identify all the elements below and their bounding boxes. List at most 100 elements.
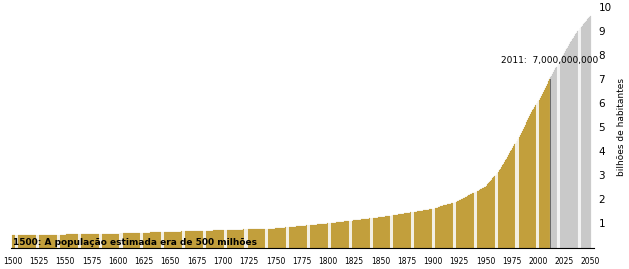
Bar bbox=[574, 36, 575, 247]
Bar bbox=[468, 196, 469, 247]
Bar bbox=[529, 116, 530, 247]
Bar bbox=[488, 183, 489, 247]
Bar bbox=[418, 211, 419, 247]
Bar bbox=[171, 232, 172, 247]
Bar bbox=[262, 229, 264, 247]
Bar bbox=[541, 96, 542, 247]
Bar bbox=[190, 231, 191, 247]
Bar bbox=[264, 229, 265, 247]
Bar bbox=[370, 218, 372, 247]
Bar bbox=[89, 234, 90, 247]
Bar bbox=[414, 212, 415, 247]
Bar bbox=[508, 155, 509, 247]
Bar bbox=[143, 233, 145, 247]
Bar bbox=[278, 228, 279, 247]
Bar bbox=[107, 234, 108, 247]
Bar bbox=[337, 222, 338, 247]
Bar bbox=[67, 235, 68, 247]
Text: 2011:  7,000,000,000: 2011: 7,000,000,000 bbox=[501, 56, 599, 65]
Bar bbox=[566, 49, 567, 247]
Bar bbox=[270, 229, 272, 247]
Bar bbox=[509, 153, 510, 247]
Bar bbox=[236, 230, 237, 247]
Bar bbox=[294, 227, 295, 247]
Bar bbox=[35, 235, 36, 247]
Bar bbox=[464, 198, 465, 247]
Bar bbox=[409, 213, 410, 247]
Bar bbox=[363, 219, 364, 247]
Bar bbox=[93, 234, 94, 247]
Bar bbox=[572, 39, 573, 247]
Bar bbox=[229, 230, 230, 247]
Bar bbox=[342, 222, 343, 247]
Bar bbox=[424, 210, 425, 247]
Bar bbox=[427, 210, 428, 247]
Bar bbox=[261, 229, 262, 247]
Bar bbox=[587, 19, 588, 247]
Bar bbox=[365, 219, 366, 247]
Bar bbox=[312, 225, 313, 247]
Bar bbox=[403, 214, 404, 247]
Bar bbox=[63, 235, 64, 247]
Bar bbox=[358, 220, 359, 247]
Bar bbox=[49, 235, 50, 247]
Bar bbox=[106, 234, 107, 247]
Bar bbox=[525, 125, 526, 247]
Bar bbox=[121, 233, 123, 247]
Bar bbox=[279, 228, 280, 247]
Bar bbox=[504, 162, 505, 247]
Bar bbox=[569, 44, 570, 247]
Bar bbox=[589, 17, 590, 247]
Bar bbox=[293, 227, 294, 247]
Bar bbox=[114, 233, 115, 247]
Bar bbox=[319, 224, 320, 247]
Bar bbox=[239, 230, 240, 247]
Bar bbox=[282, 228, 283, 247]
Bar bbox=[52, 235, 53, 247]
Bar bbox=[486, 186, 487, 247]
Bar bbox=[273, 229, 274, 247]
Bar bbox=[544, 90, 545, 247]
Y-axis label: bilhões de habitantes: bilhões de habitantes bbox=[617, 78, 626, 176]
Bar bbox=[69, 234, 70, 247]
Bar bbox=[576, 33, 577, 247]
Bar bbox=[217, 230, 218, 247]
Bar bbox=[362, 219, 363, 247]
Bar bbox=[46, 235, 47, 247]
Bar bbox=[233, 230, 234, 247]
Bar bbox=[42, 235, 43, 247]
Bar bbox=[323, 224, 324, 247]
Bar bbox=[372, 218, 374, 247]
Bar bbox=[157, 232, 159, 247]
Bar bbox=[175, 232, 176, 247]
Bar bbox=[440, 206, 441, 247]
Bar bbox=[586, 21, 587, 247]
Bar bbox=[567, 48, 568, 247]
Bar bbox=[160, 232, 162, 247]
Bar bbox=[487, 185, 488, 247]
Bar bbox=[94, 234, 95, 247]
Bar bbox=[256, 229, 257, 247]
Bar bbox=[130, 233, 131, 247]
Bar bbox=[118, 233, 120, 247]
Bar bbox=[213, 231, 214, 247]
Bar bbox=[277, 228, 278, 247]
Bar bbox=[542, 94, 543, 247]
Bar bbox=[588, 18, 589, 247]
Bar bbox=[313, 225, 314, 247]
Bar bbox=[19, 235, 21, 247]
Bar bbox=[501, 167, 502, 247]
Bar bbox=[84, 234, 85, 247]
Bar bbox=[195, 231, 196, 247]
Bar bbox=[109, 234, 110, 247]
Bar bbox=[369, 218, 370, 247]
Bar bbox=[51, 235, 52, 247]
Bar bbox=[381, 217, 382, 247]
Bar bbox=[436, 208, 437, 247]
Bar bbox=[50, 235, 51, 247]
Bar bbox=[376, 218, 377, 247]
Bar bbox=[86, 234, 87, 247]
Bar bbox=[421, 211, 422, 247]
Bar bbox=[147, 233, 148, 247]
Bar bbox=[221, 230, 222, 247]
